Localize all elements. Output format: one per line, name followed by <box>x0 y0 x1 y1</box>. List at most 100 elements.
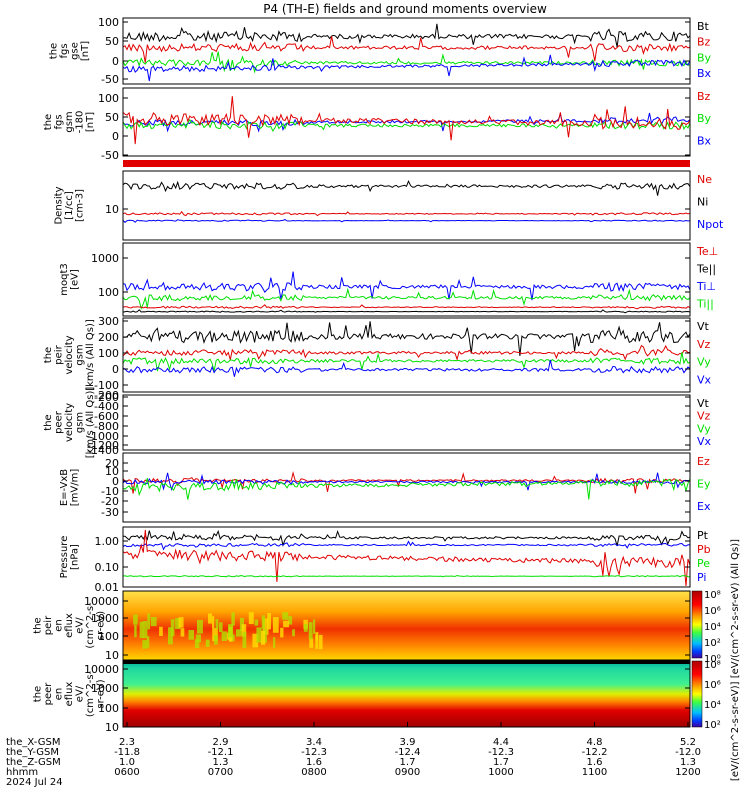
legend-Vx: Vx <box>697 435 712 448</box>
spec-pixel <box>262 618 269 635</box>
spec-pixel <box>146 636 150 648</box>
colorbar-tick: 10⁸ <box>704 660 721 671</box>
footer-value: 1.3 <box>680 757 696 768</box>
spec-pixel <box>267 613 271 630</box>
y-tick-label: 10 <box>105 465 119 478</box>
trace-Npot <box>122 219 691 224</box>
trace-Pb <box>122 529 691 587</box>
colorbar-tick: 10⁸ <box>704 590 721 601</box>
trace-Vt <box>122 321 691 356</box>
footer-value: 1.6 <box>587 757 603 768</box>
trace-Bx <box>122 54 691 82</box>
y-axis-label: gsm <box>75 412 86 433</box>
y-tick-label: 50 <box>105 111 119 124</box>
spec-pixel <box>315 632 319 641</box>
y-axis-label: Pressure <box>59 536 70 579</box>
spec-pixel <box>212 616 215 628</box>
y-tick-label: -1400 <box>87 444 119 457</box>
footer-value: 1.3 <box>213 757 229 768</box>
y-axis-label: the <box>43 114 54 130</box>
footer-value: 1.0 <box>119 757 135 768</box>
panel-frame-peir_velocity <box>122 317 691 393</box>
trace-Pt <box>123 529 691 547</box>
y-axis-label: (cm^2-s- <box>85 602 96 649</box>
legend-Bx: Bx <box>697 134 712 147</box>
spec-pixel <box>218 622 223 632</box>
y-tick-label: -30 <box>101 506 119 519</box>
spec-pixel <box>313 619 316 634</box>
ion-spectrogram <box>123 591 690 660</box>
spec-pixel <box>212 628 218 642</box>
spec-pixel <box>150 617 157 627</box>
legend-Vt: Vt <box>697 397 710 410</box>
y-axis-label: [eV] <box>69 269 80 290</box>
spec-pixel <box>280 627 284 638</box>
y-axis-label: (cm^2-s- <box>85 670 96 717</box>
y-tick-label: 1000 <box>91 252 119 265</box>
y-axis-label: en <box>54 688 65 701</box>
y-tick-label: 100 <box>98 702 119 715</box>
spec-pixel <box>315 635 319 649</box>
y-tick-label: -50 <box>101 149 119 162</box>
panel-frame-pressure <box>122 526 691 588</box>
trace-Ey <box>122 477 691 500</box>
legend-Vz: Vz <box>697 338 711 351</box>
footer-value: 1.7 <box>400 757 416 768</box>
colorbar-tick: 10² <box>704 720 721 731</box>
legend-Vt: Vt <box>697 320 710 333</box>
y-tick-label: -10 <box>101 485 119 498</box>
spec-pixel <box>272 617 279 633</box>
trace-Ti-perp <box>122 271 691 301</box>
y-tick-label: -200 <box>94 389 119 402</box>
y-tick-label: -50 <box>101 73 119 86</box>
y-axis-label: peir <box>54 344 65 364</box>
trace-By <box>122 51 691 74</box>
y-tick-label: 0 <box>112 475 119 488</box>
y-axis-label: Density <box>54 186 65 224</box>
panel-frame-efield <box>122 452 691 523</box>
trace-Bt <box>122 23 691 48</box>
spec-pixel <box>139 621 144 639</box>
spec-pixel <box>308 622 313 640</box>
y-tick-label: 10000 <box>84 595 119 608</box>
spec-pixel <box>180 628 185 637</box>
spec-pixel <box>319 634 323 650</box>
trace-Te-perp <box>122 304 691 310</box>
legend-By: By <box>697 112 712 125</box>
legend-Npot: Npot <box>697 218 724 231</box>
footer-value: 1000 <box>488 767 513 778</box>
spec-pixel <box>196 634 201 643</box>
y-tick-label: 300 <box>98 315 119 328</box>
y-axis-label: the <box>43 347 54 363</box>
colorbar-tick: 10⁴ <box>704 700 721 711</box>
colorbar-tick: 10⁰ <box>704 654 721 665</box>
spec-pixel <box>170 619 175 637</box>
spec-pixel <box>175 618 181 630</box>
legend-Pe: Pe <box>697 557 710 570</box>
y-tick-label: 0.10 <box>95 561 120 574</box>
trace-Vx <box>122 359 691 377</box>
footer-value: -12.4 <box>395 747 421 758</box>
panel-frame-temperature <box>122 242 691 317</box>
spec-pixel <box>215 619 219 630</box>
footer-value: -12.0 <box>675 747 701 758</box>
footer-value: 0600 <box>114 767 139 778</box>
panel-frame-peer_velocity <box>122 394 691 451</box>
trace-Ex <box>122 472 691 491</box>
trace-Pi <box>122 540 691 551</box>
trace-By <box>122 118 691 133</box>
y-axis-label: eV/ <box>75 685 86 702</box>
y-tick-label: -1000 <box>87 430 119 443</box>
legend-Te||: Te|| <box>696 263 716 276</box>
legend-Ez: Ez <box>697 455 710 468</box>
footer-value: 0700 <box>208 767 233 778</box>
y-axis-label: peir <box>43 615 54 635</box>
spec-pixel <box>252 633 259 648</box>
spec-pixel <box>188 630 194 640</box>
y-tick-label: 100 <box>98 347 119 360</box>
legend-Ey: Ey <box>697 478 711 491</box>
y-tick-label: 0 <box>112 130 119 143</box>
panel-frame-peir_spec <box>122 590 691 661</box>
spec-pixel <box>194 639 200 648</box>
spec-pixel <box>197 619 203 634</box>
